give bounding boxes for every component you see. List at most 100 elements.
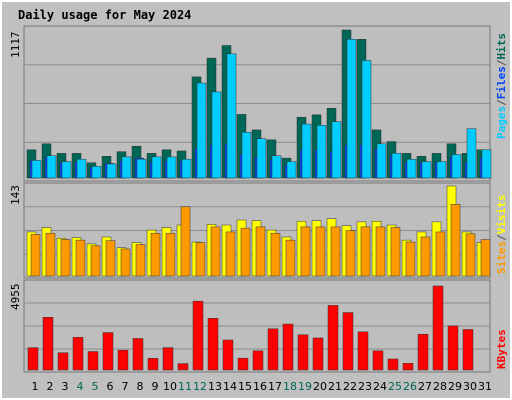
pages-bar xyxy=(91,166,102,179)
sites-bar xyxy=(255,226,266,277)
pages-bar xyxy=(196,82,207,179)
x-tick-label: 30 xyxy=(463,380,477,393)
pages-bar xyxy=(286,161,297,179)
pages-bar xyxy=(271,155,282,179)
sites-bar xyxy=(210,226,221,277)
pages-bar xyxy=(376,143,387,179)
kbytes-bar xyxy=(87,351,99,371)
kbytes-bar xyxy=(132,338,144,371)
x-tick-label: 16 xyxy=(253,380,267,393)
x-tick-label: 18 xyxy=(283,380,297,393)
x-tick-label: 5 xyxy=(92,380,99,393)
sites-bar xyxy=(420,236,431,277)
sites-bar xyxy=(180,206,191,277)
kbytes-bar xyxy=(252,350,264,371)
pages-bar xyxy=(61,161,72,179)
kbytes-bar xyxy=(372,350,384,371)
x-tick-label: 2 xyxy=(47,380,54,393)
legend-pages: Pages xyxy=(495,106,508,139)
x-tick-label: 11 xyxy=(178,380,192,393)
sites-bar xyxy=(60,239,71,277)
kbytes-bar xyxy=(102,332,114,371)
kbytes-bar xyxy=(117,349,129,371)
kbytes-max-label: 4955 xyxy=(9,284,22,311)
pages-bar xyxy=(136,158,147,179)
kbytes-bar xyxy=(402,362,414,371)
kbytes-bar xyxy=(327,305,339,371)
pages-bar xyxy=(316,125,327,179)
sites-bar xyxy=(270,232,281,277)
pages-bar xyxy=(151,156,162,179)
sites-bar xyxy=(120,248,131,277)
x-tick-label: 24 xyxy=(373,380,387,393)
x-tick-label: 28 xyxy=(433,380,447,393)
pages-bar xyxy=(346,39,357,179)
pages-bar xyxy=(211,91,222,179)
pages-bar xyxy=(466,128,477,179)
pages-bar xyxy=(406,158,417,179)
x-tick-label: 29 xyxy=(448,380,462,393)
pages-bar xyxy=(391,153,402,179)
kbytes-bar xyxy=(207,318,219,371)
pages-bar xyxy=(436,161,447,179)
x-tick-label: 10 xyxy=(163,380,177,393)
pages-bar xyxy=(31,160,42,179)
kbytes-bar xyxy=(27,347,39,371)
pages-bar xyxy=(226,53,237,179)
sites-bar xyxy=(390,227,401,277)
sites-bar xyxy=(405,241,416,277)
pages-bar xyxy=(241,132,252,179)
hits-legend: Pages/Files/Hits xyxy=(495,33,508,139)
x-tick-label: 22 xyxy=(343,380,357,393)
sites-bar xyxy=(300,226,311,277)
x-tick-label: 25 xyxy=(388,380,402,393)
x-tick-label: 7 xyxy=(122,380,129,393)
sites-bar xyxy=(195,242,206,277)
pages-bar xyxy=(301,123,312,179)
sites-bar xyxy=(90,245,101,277)
chart-title: Daily usage for May 2024 xyxy=(18,8,191,22)
x-tick-label: 8 xyxy=(137,380,144,393)
pages-bar xyxy=(256,138,267,179)
x-tick-label: 4 xyxy=(77,380,84,393)
kbytes-bar xyxy=(297,334,309,371)
kbytes-bar xyxy=(342,312,354,371)
sites-bar xyxy=(315,226,326,277)
sites-bar xyxy=(240,227,251,277)
pages-bar xyxy=(76,158,87,179)
x-tick-label: 20 xyxy=(313,380,327,393)
kbytes-bar xyxy=(192,300,204,371)
pages-bar xyxy=(481,149,492,179)
kbytes-bar xyxy=(267,328,279,371)
x-tick-label: 3 xyxy=(62,380,69,393)
pages-bar xyxy=(181,158,192,179)
x-tick-label: 13 xyxy=(208,380,222,393)
sites-bar xyxy=(135,244,146,277)
kbytes-bar xyxy=(42,317,54,371)
kbytes-bar xyxy=(57,352,69,371)
sites-bar xyxy=(480,239,491,277)
x-tick-label: 21 xyxy=(328,380,342,393)
sites-bar xyxy=(360,226,371,277)
x-tick-label: 17 xyxy=(268,380,282,393)
x-tick-label: 27 xyxy=(418,380,432,393)
x-tick-label: 15 xyxy=(238,380,252,393)
pages-bar xyxy=(46,155,57,179)
kbytes-bar xyxy=(237,357,249,371)
sites-bar xyxy=(465,233,476,277)
kbytes-bar xyxy=(282,323,294,371)
sites-bar xyxy=(345,230,356,277)
pages-bar xyxy=(166,156,177,179)
sites-bar xyxy=(225,231,236,277)
x-tick-label: 14 xyxy=(223,380,237,393)
sites-bar xyxy=(165,232,176,277)
legend-files: Files xyxy=(495,66,508,99)
sites-bar xyxy=(75,239,86,277)
x-tick-label: 23 xyxy=(358,380,372,393)
sites-bar xyxy=(285,239,296,277)
sites-bar xyxy=(330,226,341,277)
sites-bar xyxy=(30,234,41,277)
kbytes-bar xyxy=(312,337,324,371)
